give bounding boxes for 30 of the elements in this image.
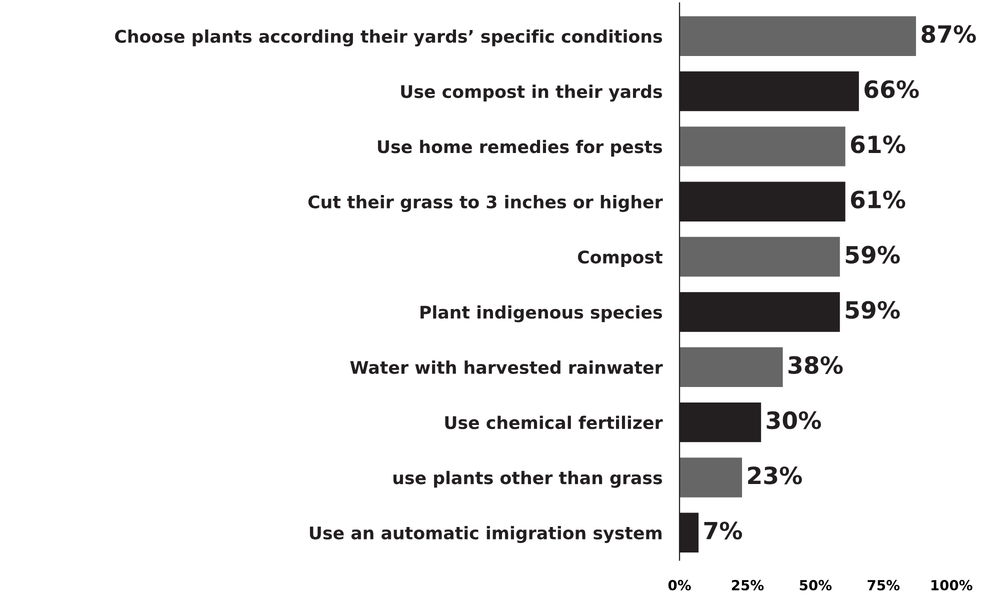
- bar: [680, 458, 742, 498]
- data-label: 23%: [748, 466, 802, 484]
- bar: [680, 347, 783, 387]
- y-tick-label: Use home remedies for pests: [378, 140, 662, 157]
- y-tick-label: use plants other than grass: [393, 470, 662, 488]
- x-tick-label: 50%: [800, 580, 832, 590]
- x-tick-label: 25%: [732, 580, 764, 590]
- x-tick-label: 75%: [868, 580, 900, 590]
- y-tick-label: Plant indigenous species: [420, 305, 662, 322]
- data-label: 38%: [788, 356, 843, 374]
- y-tick-label: Use compost in their yards: [401, 84, 662, 102]
- data-label: 59%: [846, 300, 900, 319]
- y-tick-label: Compost: [578, 250, 662, 267]
- y-tick-label: Use chemical fertilizer: [445, 416, 663, 430]
- y-tick-label: Cut their grass to 3 inches or higher: [308, 195, 663, 212]
- data-label: 61%: [850, 135, 906, 154]
- data-label: 30%: [766, 411, 821, 430]
- bar: [680, 236, 840, 277]
- x-tick-label: 100%: [931, 580, 972, 590]
- y-tick-label: Use an automatic imigration system: [310, 526, 662, 543]
- bar: [680, 126, 846, 166]
- bar: [680, 16, 916, 56]
- data-label: 87%: [922, 25, 976, 43]
- data-label: 59%: [846, 246, 900, 264]
- y-tick-label: Choose plants according their yards’ specific conditions: [115, 29, 662, 46]
- x-tick-label: 0%: [668, 580, 691, 590]
- y-tick-label: Water with harvested rainwater: [350, 360, 663, 374]
- data-label: 61%: [850, 190, 906, 208]
- data-label: 7%: [704, 522, 742, 540]
- data-label: 66%: [864, 80, 919, 98]
